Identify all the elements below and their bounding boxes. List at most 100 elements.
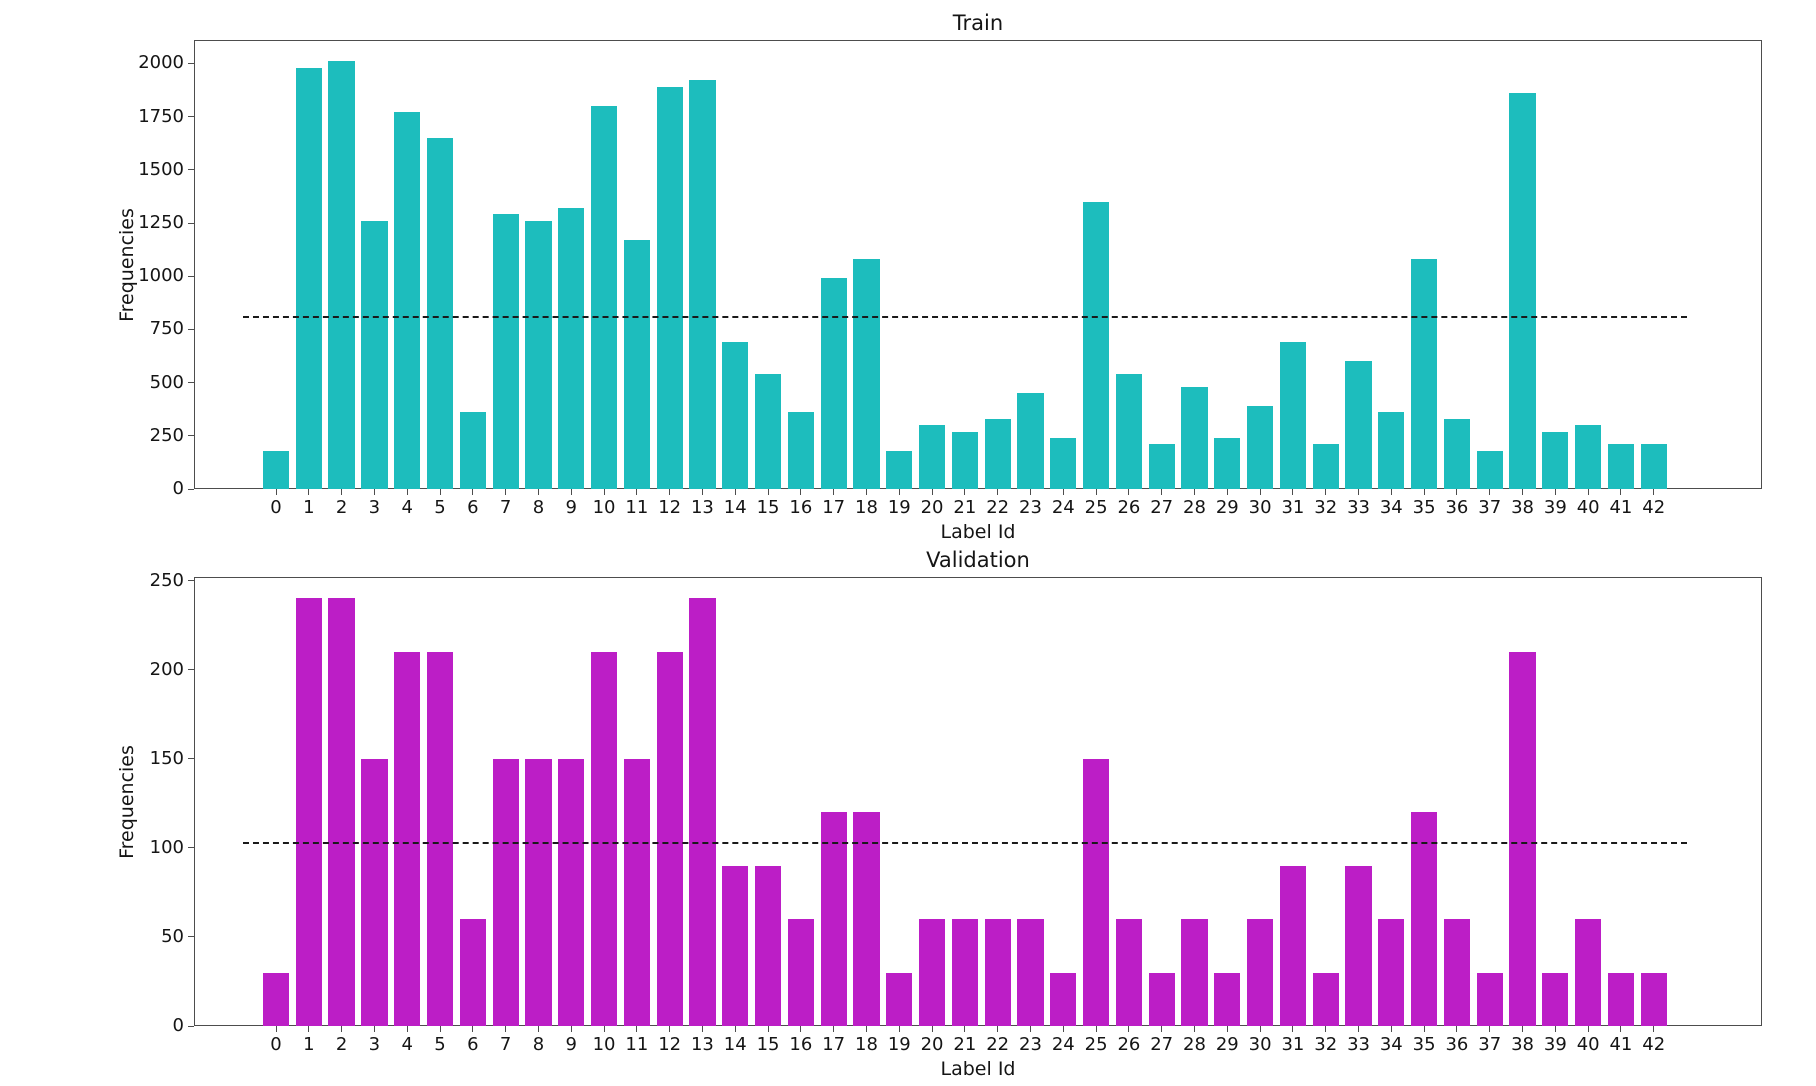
y-tick-label: 1250 [138,212,184,233]
x-tick-mark [1029,1026,1031,1032]
bar [820,278,847,489]
x-tick-mark [964,1026,966,1032]
x-tick-label: 41 [1609,1034,1633,1055]
bar [1607,972,1635,1026]
y-tick-mark [188,169,194,171]
x-tick-mark [570,1026,572,1032]
x-tick-mark [1522,1026,1524,1032]
y-tick-mark [188,435,194,437]
y-axis-label: Frequencies [116,744,138,859]
bar [426,137,454,489]
y-tick-label: 2000 [138,52,184,74]
x-tick-label: 25 [1084,497,1108,518]
x-tick-mark [1489,489,1491,495]
bar [984,919,1011,1026]
x-tick-mark [669,1026,671,1032]
x-tick-mark [1554,489,1556,495]
bar [951,431,978,489]
x-tick-label: 36 [1445,1034,1469,1055]
x-tick-mark [1358,489,1360,495]
y-tick-label: 1750 [138,105,184,127]
x-tick-label: 17 [822,497,846,518]
x-tick-mark [1259,1026,1261,1032]
x-tick-mark [1620,1026,1622,1032]
bar [459,412,486,489]
x-tick-mark [767,489,769,495]
x-tick-label: 28 [1183,1034,1206,1055]
x-tick-mark [800,1026,802,1032]
y-tick-mark [188,62,194,64]
x-tick-mark [1029,489,1031,495]
x-tick-label: 33 [1347,1034,1370,1055]
bar [1509,651,1536,1026]
x-tick-label: 25 [1084,1034,1108,1055]
bar [492,214,519,489]
bar [754,865,782,1026]
x-tick-label: 4 [401,1034,413,1055]
x-tick-mark [1226,489,1228,495]
x-tick-label: 3 [368,497,381,518]
x-tick-mark [1522,489,1524,495]
x-tick-label: 12 [658,1034,682,1055]
x-tick-mark [1390,1026,1392,1032]
bar [886,972,913,1026]
x-tick-label: 20 [920,1034,944,1055]
x-tick-label: 32 [1314,1034,1338,1055]
x-tick-mark [997,1026,999,1032]
plot-area [194,40,1762,489]
x-tick-mark [1095,1026,1097,1032]
bar [1411,812,1438,1026]
bar [328,61,355,489]
x-tick-mark [308,1026,310,1032]
x-tick-mark [603,1026,605,1032]
x-tick-label: 13 [690,497,714,518]
x-tick-label: 21 [953,1034,977,1055]
bar [1050,437,1077,489]
bar [918,425,946,489]
x-tick-label: 40 [1576,497,1600,518]
bar [1017,919,1044,1026]
x-tick-label: 8 [532,497,545,518]
x-tick-label: 3 [368,1034,381,1055]
bar [1312,444,1339,489]
y-tick-label: 750 [149,318,184,340]
x-tick-mark [1259,489,1261,495]
x-tick-mark [472,489,474,495]
bar [1082,758,1110,1026]
y-tick-mark [188,382,194,384]
x-tick-label: 42 [1642,497,1666,518]
x-axis-label: Label Id [940,521,1016,543]
x-tick-label: 16 [789,497,813,518]
bar [656,86,683,489]
x-tick-mark [1653,1026,1655,1032]
x-tick-mark [997,489,999,495]
x-tick-mark [1390,489,1392,495]
bar [886,450,913,489]
x-tick-mark [1226,1026,1228,1032]
y-tick-mark [188,847,194,849]
x-tick-mark [669,489,671,495]
x-tick-label: 11 [625,497,649,518]
y-tick-label: 50 [161,925,184,947]
x-tick-label: 6 [467,1034,479,1055]
y-tick-mark [188,488,194,490]
bar [853,259,880,489]
x-tick-label: 29 [1215,497,1239,518]
bar [1607,444,1635,489]
x-tick-mark [1062,1026,1064,1032]
x-tick-label: 26 [1117,1034,1141,1055]
y-tick-mark [188,275,194,277]
bar [1575,919,1602,1026]
x-tick-mark [341,1026,343,1032]
x-tick-mark [1325,489,1327,495]
y-tick-label: 0 [172,478,184,499]
bar [1542,431,1569,489]
x-tick-label: 30 [1248,1034,1272,1055]
x-tick-label: 31 [1281,1034,1305,1055]
x-tick-label: 38 [1511,1034,1534,1055]
x-tick-label: 0 [270,497,282,518]
x-tick-mark [537,489,539,495]
y-tick-mark [188,669,194,671]
